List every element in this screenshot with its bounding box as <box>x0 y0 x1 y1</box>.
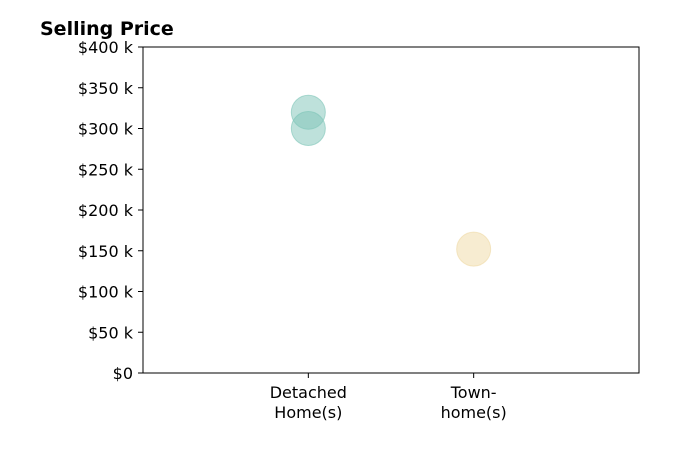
y-tick-label: $200 k <box>78 201 134 220</box>
x-axis: Detached Home(s) Town-home(s) <box>270 373 507 422</box>
data-point-1 <box>290 111 326 146</box>
data-point-2 <box>456 231 492 267</box>
y-tick-label: $50 k <box>88 323 134 342</box>
y-tick-label: $0 <box>113 364 133 383</box>
y-tick-label: $300 k <box>78 120 134 139</box>
y-axis: $0 $50 k $100 k $150 k $200 k $250 k $300 k $35… <box>78 38 143 383</box>
y-tick-label: $150 k <box>78 242 134 261</box>
y-tick-label: $350 k <box>78 79 134 98</box>
chart-title: Selling Price <box>40 18 174 40</box>
plot-area-frame <box>142 46 640 374</box>
y-tick-label: $400 k <box>78 38 134 57</box>
points-layer <box>290 94 492 267</box>
y-tick-label: $250 k <box>78 160 134 179</box>
y-tick-label: $100 k <box>78 283 134 302</box>
x-tick-label: Detached Home(s) <box>270 383 347 422</box>
x-tick-label: Town-home(s) <box>441 383 507 422</box>
